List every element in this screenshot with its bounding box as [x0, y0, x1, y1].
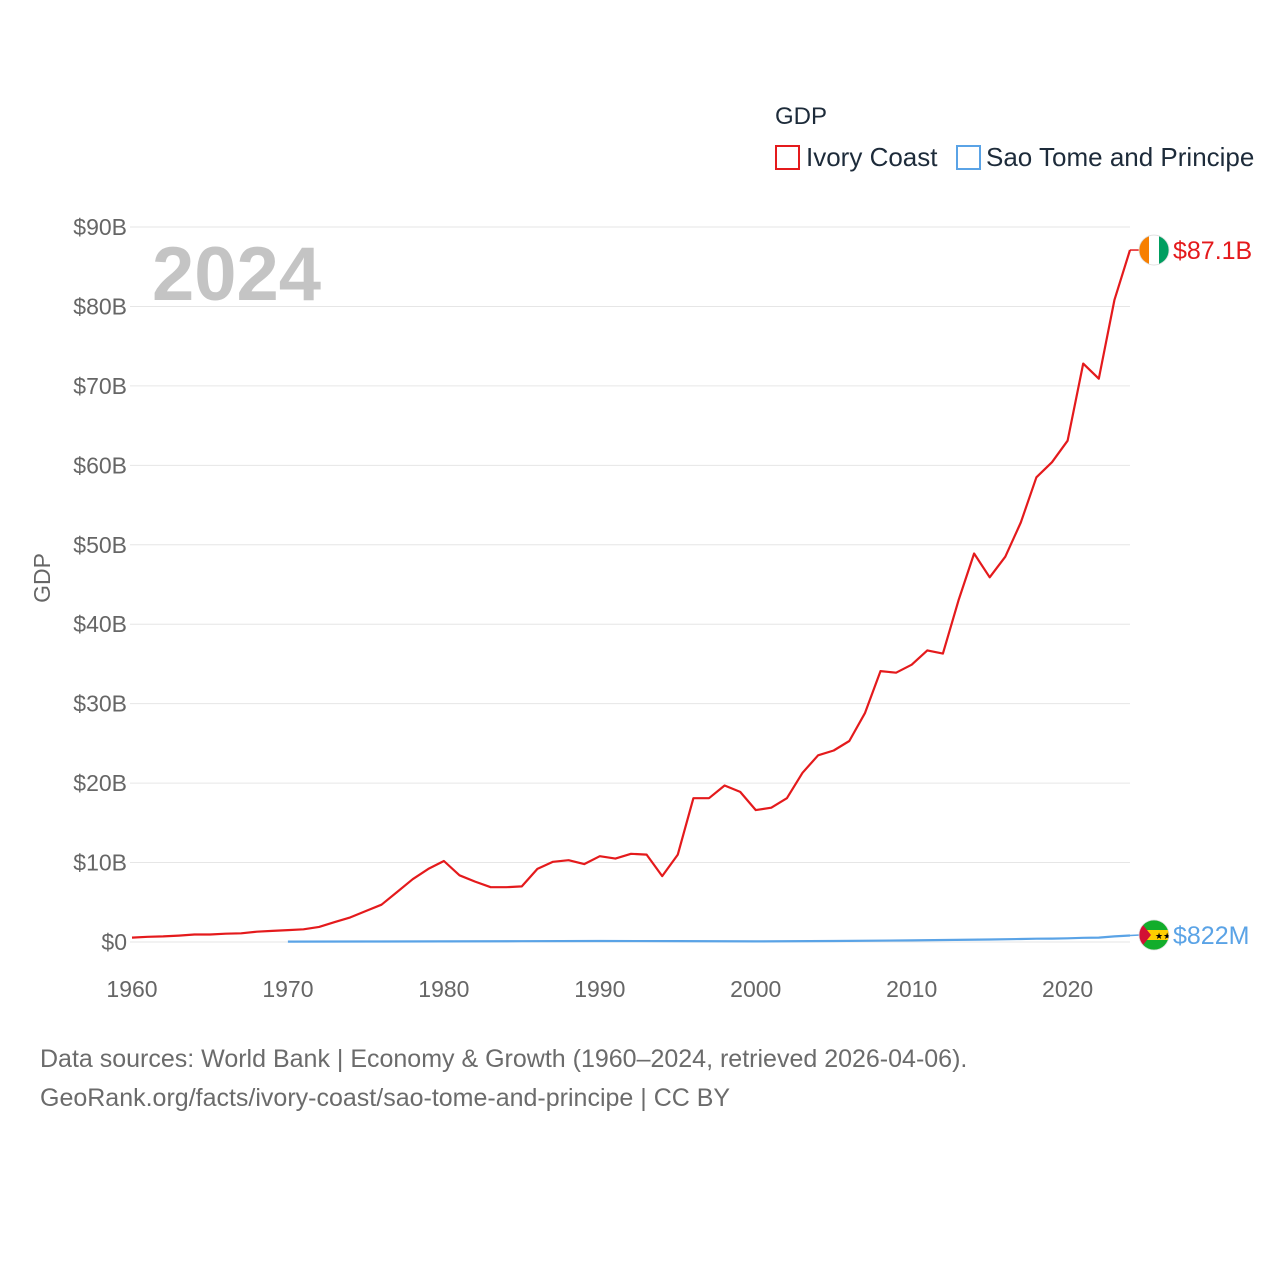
legend-swatch-ivory-coast: [775, 145, 800, 170]
y-tick-label: $30B: [73, 691, 127, 717]
legend: GDP Ivory Coast Sao Tome and Principe: [775, 103, 1254, 172]
y-tick-label: $80B: [73, 293, 127, 319]
x-tick-label: 1970: [262, 976, 313, 1002]
y-tick-label: $40B: [73, 611, 127, 637]
series-line-ivory-coast[interactable]: [131, 249, 1132, 939]
x-tick-label: 2020: [1042, 976, 1093, 1002]
end-labels: $87.1B ★★ $822M: [1129, 234, 1252, 951]
x-tick-label: 1960: [106, 976, 157, 1002]
legend-swatch-sao-tome-and-principe: [956, 145, 981, 170]
year-overlay: 2024: [152, 232, 321, 317]
x-tick-label: 1980: [418, 976, 469, 1002]
source-line-2: GeoRank.org/facts/ivory-coast/sao-tome-a…: [40, 1084, 731, 1112]
y-axis-title: GDP: [29, 553, 55, 603]
y-tick-label: $90B: [73, 214, 127, 240]
series-line-sao-tome-and-principe[interactable]: [287, 934, 1131, 943]
end-label-sao-tome-and-principe: $822M: [1173, 922, 1249, 950]
gridlines: [130, 226, 1130, 943]
sao-tome-flag-icon: ★★: [1138, 919, 1171, 951]
legend-item-sao-tome-and-principe[interactable]: Sao Tome and Principe: [956, 142, 1254, 172]
source-line-1: Data sources: World Bank | Economy & Gro…: [40, 1045, 968, 1073]
y-tick-label: $70B: [73, 373, 127, 399]
gdp-line-chart: $0 $10B $20B $30B $40B $50B $60B $70B $80B $90B 1…: [29, 103, 1254, 1002]
legend-item-ivory-coast[interactable]: Ivory Coast: [775, 142, 938, 172]
x-tick-label: 2010: [886, 976, 937, 1002]
legend-title: GDP: [775, 103, 827, 130]
y-tick-label: $10B: [73, 850, 127, 876]
y-axis: $0 $10B $20B $30B $40B $50B $60B $70B $80B $90B: [73, 214, 127, 955]
ivory-coast-flag-icon: [1138, 234, 1170, 266]
svg-text:★★: ★★: [1155, 931, 1171, 941]
x-axis: 1960 1970 1980 1990 2000 2010 2020: [106, 976, 1093, 1002]
y-tick-label: $50B: [73, 532, 127, 558]
x-tick-label: 2000: [730, 976, 781, 1002]
y-tick-label: $60B: [73, 452, 127, 478]
y-tick-label: $20B: [73, 770, 127, 796]
series: [131, 249, 1132, 943]
end-label-ivory-coast: $87.1B: [1173, 237, 1252, 265]
legend-label-ivory-coast: Ivory Coast: [806, 142, 938, 172]
y-tick-label: $0: [101, 929, 127, 955]
legend-label-sao-tome-and-principe: Sao Tome and Principe: [986, 142, 1254, 172]
x-tick-label: 1990: [574, 976, 625, 1002]
